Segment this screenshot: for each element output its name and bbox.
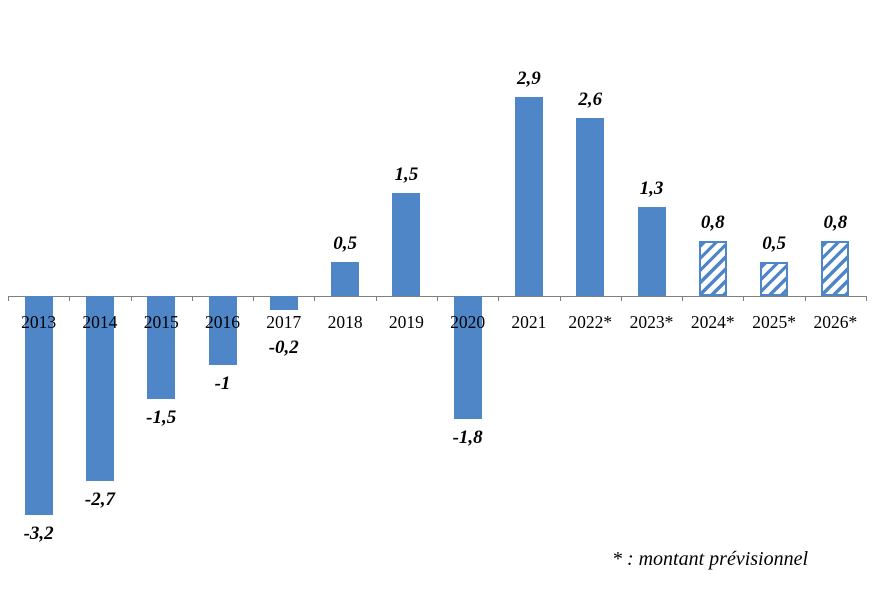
value-label-2024-prov: 0,8 [700,212,725,234]
x-axis-tick [866,296,867,301]
value-label-2019: 1,5 [394,164,419,186]
x-label-2026-prov: 2026* [813,312,858,332]
x-axis-tick [8,296,9,301]
bar-2013 [24,296,53,516]
bar-2017 [269,296,298,310]
bar-2024-prov [698,241,727,296]
x-axis-tick [804,296,806,301]
bar-2021 [514,97,543,296]
footnote-provisional: * : montant prévisionnel [611,548,809,570]
x-axis-tick [620,296,622,301]
bar-2015 [147,296,176,399]
bar-2020 [453,296,482,420]
x-label-2019: 2019 [388,312,424,332]
x-label-2024-prov: 2024* [690,312,735,332]
value-label-2017: -0,2 [268,336,299,358]
value-label-2023-prov: 1,3 [639,177,664,199]
bar-2014 [85,296,114,481]
x-label-2015: 2015 [143,312,179,332]
bar-2022-prov [576,117,605,296]
bar-2018 [331,261,360,296]
x-axis-tick [743,296,745,301]
x-label-2013: 2013 [21,312,57,332]
bar-2025-prov [760,261,789,296]
x-axis-tick [314,296,316,301]
bar-2026-prov [821,241,850,296]
value-label-2015: -1,5 [146,406,177,428]
value-label-2013: -3,2 [23,523,54,545]
value-label-2026-prov: 0,8 [823,212,848,234]
x-axis-tick [559,296,561,301]
x-axis-tick [191,296,193,301]
value-label-2020: -1,8 [452,427,483,449]
value-label-2014: -2,7 [84,488,115,510]
x-label-2020: 2020 [450,312,486,332]
value-label-2016: -1 [214,372,231,394]
x-axis-tick [69,296,71,301]
x-label-2021: 2021 [511,312,547,332]
x-label-2023-prov: 2023* [629,312,674,332]
value-label-2018: 0,5 [333,232,357,254]
x-axis-tick [130,296,132,301]
bar-2019 [392,193,421,296]
x-axis-tick [498,296,500,301]
x-axis-tick [375,296,377,301]
value-label-2021: 2,9 [517,68,541,90]
x-label-2018: 2018 [327,312,363,332]
x-label-2025-prov: 2025* [752,312,796,332]
x-axis-tick [682,296,684,301]
bar-2016 [208,296,237,365]
x-axis-tick [253,296,255,301]
value-label-2022-prov: 2,6 [578,88,603,110]
value-label-2025-prov: 0,5 [762,232,786,254]
x-axis-tick [437,296,438,301]
x-label-2022-prov: 2022* [568,312,613,332]
x-label-2017: 2017 [266,312,302,332]
x-label-2014: 2014 [82,312,118,332]
bar-2023-prov [637,206,666,296]
x-label-2016: 2016 [204,312,240,332]
